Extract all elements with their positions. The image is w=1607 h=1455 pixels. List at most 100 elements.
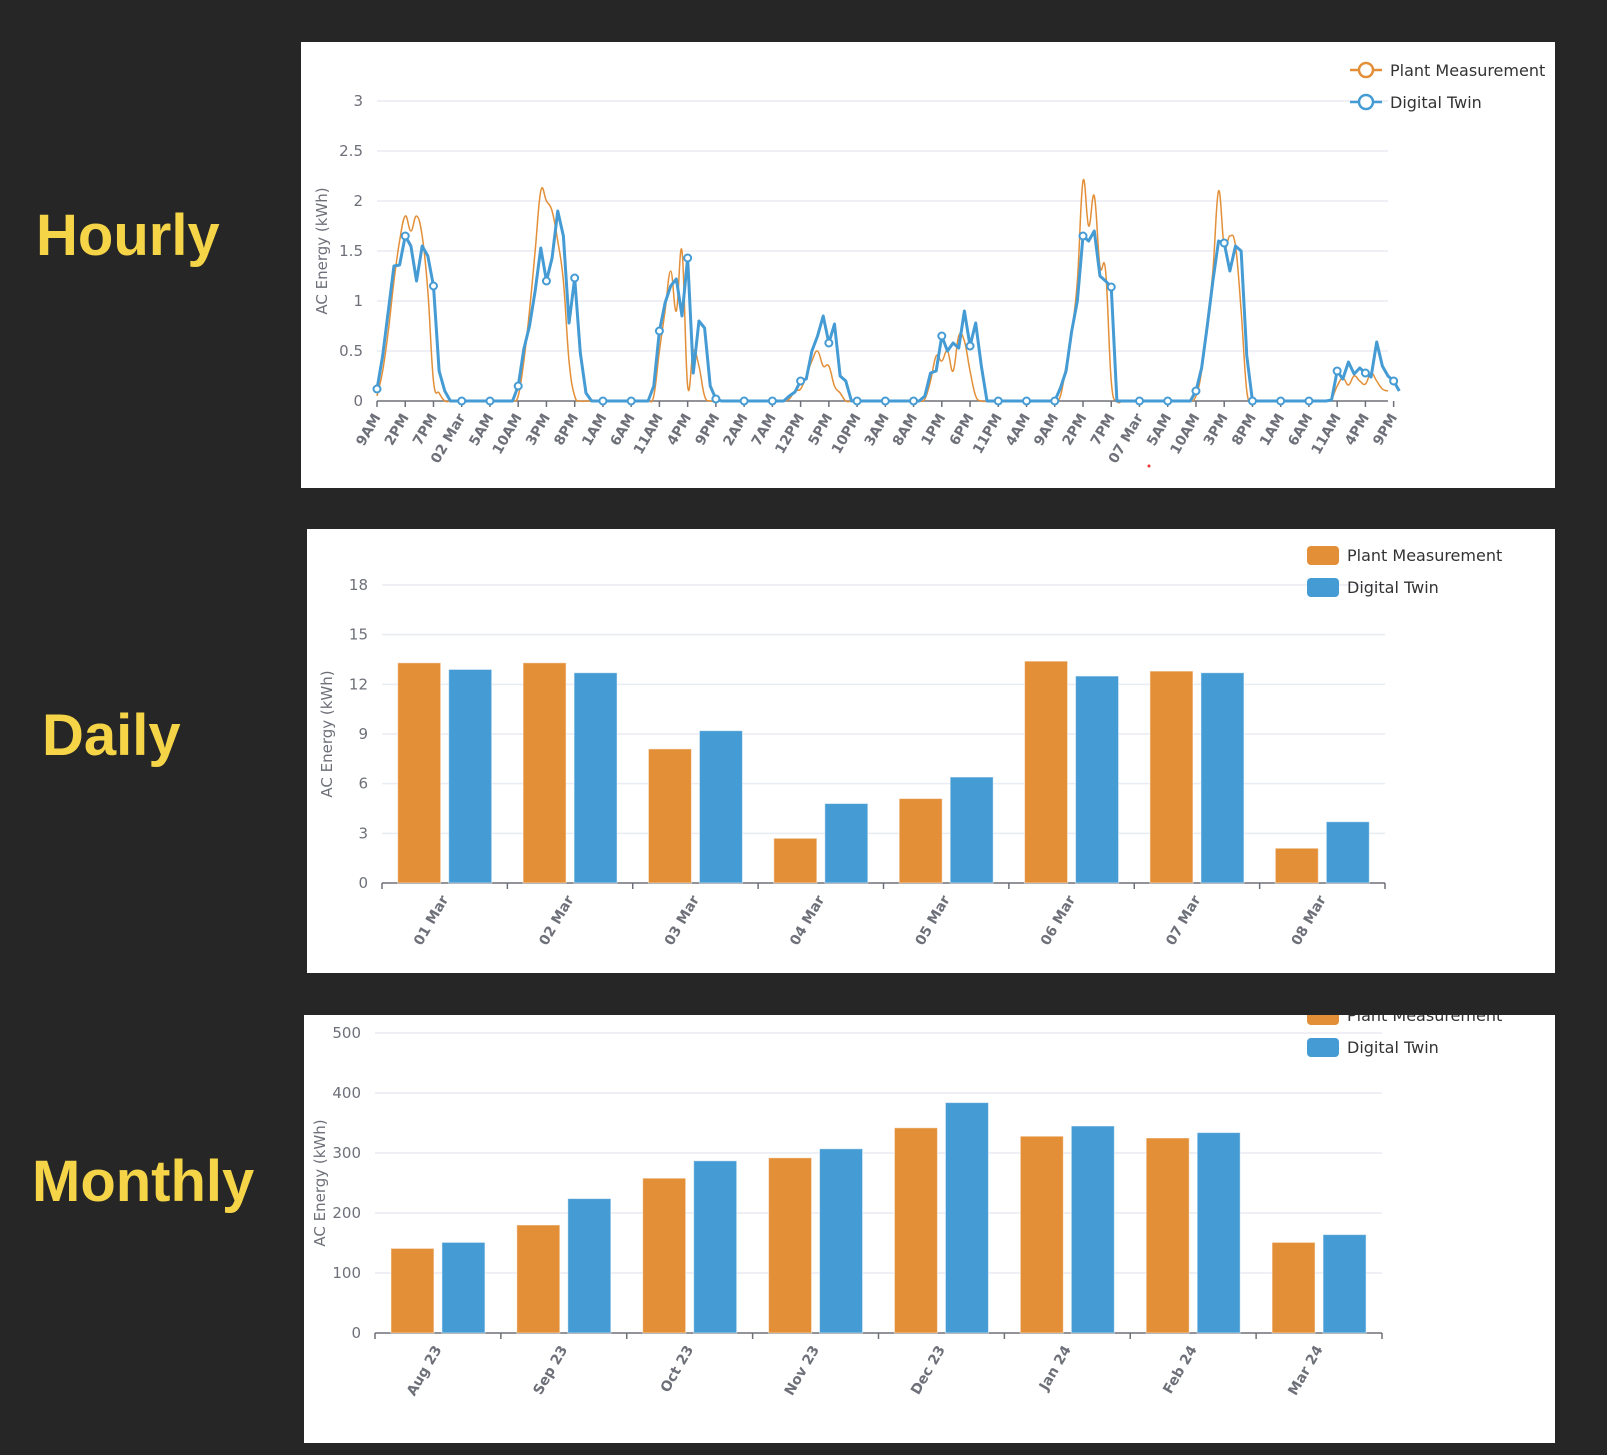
daily-chart: 0 3 6 9 12 15 18 AC Energy (kWh) Plant Measureme… — [318, 546, 1502, 948]
legend-swatch-icon — [1307, 1038, 1339, 1057]
digital-twin-point — [739, 396, 749, 406]
x-tick-label: 4PM — [1342, 411, 1373, 448]
digital-twin-point — [993, 396, 1003, 406]
x-tick-label: 4AM — [1003, 411, 1034, 449]
digital-twin-bar — [1070, 1125, 1115, 1334]
digital-twin-point — [1304, 396, 1314, 406]
y-tick-label: 12 — [349, 675, 368, 693]
x-tick-label: 05 Mar — [912, 893, 953, 948]
daily-label: Daily — [42, 703, 181, 768]
y-tick-label: 200 — [332, 1204, 361, 1222]
digital-twin-point — [654, 326, 664, 336]
legend-marker-icon — [1357, 61, 1375, 79]
plant-measurement-bar — [1024, 660, 1069, 884]
x-tick-label: 01 Mar — [411, 893, 452, 948]
digital-twin-bar — [1200, 672, 1245, 884]
y-tick-label: 1.5 — [339, 242, 363, 260]
x-tick-label: 1PM — [918, 411, 949, 448]
digital-twin-point — [1332, 366, 1342, 376]
plant-measurement-bar — [773, 837, 818, 884]
digital-twin-point — [457, 396, 467, 406]
plant-measurement-bar — [1149, 670, 1194, 884]
y-tick-label: 18 — [349, 576, 368, 594]
plant-measurement-bar — [390, 1247, 435, 1334]
x-tick-label: 08 Mar — [1289, 893, 1330, 948]
digital-twin-bar — [573, 672, 618, 884]
x-tick-label: Jan 24 — [1036, 1343, 1075, 1395]
digital-twin-point — [1106, 282, 1116, 292]
legend-swatch-icon — [1307, 546, 1339, 565]
monthly-label: Monthly — [32, 1149, 255, 1214]
digital-twin-point — [513, 381, 523, 391]
plant-measurement-bar — [898, 798, 943, 884]
x-tick-label: Dec 23 — [908, 1343, 949, 1398]
digital-twin-bar — [949, 776, 994, 884]
digital-twin-point — [485, 396, 495, 406]
digital-twin-point — [796, 376, 806, 386]
hourly-chart: 0 0.5 1 1.5 2 2.5 3 AC Energy (kWh) Plant Measur… — [313, 61, 1545, 468]
legend-swatch-icon — [1307, 578, 1339, 597]
digital-twin-point — [570, 273, 580, 283]
plant-measurement-bar — [768, 1157, 813, 1334]
plant-measurement-bar — [642, 1177, 687, 1334]
plant-measurement-bar — [522, 662, 567, 884]
x-tick-label: Sep 23 — [530, 1343, 571, 1398]
legend-label: Plant Measurement — [1390, 61, 1545, 80]
digital-twin-point — [711, 394, 721, 404]
legend-swatch-icon — [1307, 1006, 1339, 1025]
y-tick-label: 9 — [358, 725, 368, 743]
y-tick-label: 2.5 — [339, 142, 363, 160]
y-tick-label: 0 — [353, 392, 363, 410]
plant-measurement-bar — [647, 748, 692, 884]
x-tick-label: 8PM — [551, 411, 582, 448]
digital-twin-point — [541, 276, 551, 286]
x-tick-label: 9AM — [1031, 411, 1062, 449]
digital-twin-point — [965, 341, 975, 351]
x-tick-label: 07 Mar — [1163, 893, 1204, 948]
y-tick-label: 500 — [332, 1024, 361, 1042]
digital-twin-point — [880, 396, 890, 406]
legend-label: Digital Twin — [1347, 1038, 1439, 1057]
digital-twin-point — [400, 231, 410, 241]
digital-twin-point — [1022, 396, 1032, 406]
y-axis-title: AC Energy (kWh) — [318, 670, 336, 797]
daily-chart-panel: 0 3 6 9 12 15 18 AC Energy (kWh) Plant Measureme… — [307, 529, 1555, 973]
digital-twin-point — [767, 396, 777, 406]
plant-measurement-bar — [516, 1224, 561, 1334]
digital-twin-bar — [1196, 1132, 1241, 1334]
x-tick-label: 8AM — [890, 411, 921, 449]
x-tick-label: 2AM — [720, 411, 751, 449]
y-tick-label: 3 — [353, 92, 363, 110]
digital-twin-point — [1078, 231, 1088, 241]
digital-twin-point — [1134, 396, 1144, 406]
monthly-chart: 0 100 200 300 400 500 AC Energy (kWh) Plant Mea… — [311, 1006, 1502, 1399]
x-tick-label: 2PM — [382, 411, 413, 448]
digital-twin-point — [1163, 396, 1173, 406]
x-tick-label: 1AM — [1257, 411, 1288, 449]
red-dot-mark — [1147, 464, 1151, 468]
monthly-chart-panel: 0 100 200 300 400 500 AC Energy (kWh) Plant Mea… — [304, 1006, 1555, 1443]
digital-twin-point — [937, 331, 947, 341]
legend-label: Digital Twin — [1347, 578, 1439, 597]
x-tick-label: 3AM — [862, 411, 893, 449]
x-tick-label: 02 Mar — [536, 893, 577, 948]
y-tick-label: 0 — [358, 874, 368, 892]
digital-twin-bar — [1075, 675, 1120, 884]
digital-twin-bar — [824, 803, 869, 884]
plant-measurement-bar — [893, 1127, 938, 1334]
x-tick-label: 3PM — [523, 411, 554, 448]
x-tick-label: 1AM — [579, 411, 610, 449]
y-tick-label: 15 — [349, 626, 368, 644]
digital-twin-point — [626, 396, 636, 406]
digital-twin-point — [1389, 376, 1399, 386]
x-tick-label: 06 Mar — [1038, 893, 1079, 948]
x-tick-label: Nov 23 — [782, 1343, 823, 1398]
hourly-chart-panel: 0 0.5 1 1.5 2 2.5 3 AC Energy (kWh) Plant Measur… — [301, 42, 1555, 488]
digital-twin-point — [372, 384, 382, 394]
y-tick-label: 1 — [353, 292, 363, 310]
digital-twin-bar — [698, 730, 743, 884]
x-tick-label: 9AM — [353, 411, 384, 449]
digital-twin-bar — [693, 1160, 738, 1334]
x-tick-label: Feb 24 — [1160, 1343, 1200, 1397]
x-tick-label: 3PM — [1201, 411, 1232, 448]
